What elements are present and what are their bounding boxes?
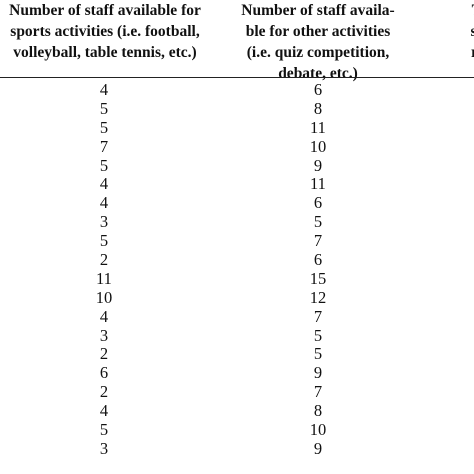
table-cell: 10 bbox=[309, 420, 327, 440]
table-cell: 10 bbox=[95, 287, 113, 307]
table-cell: 6 bbox=[99, 363, 109, 383]
table-cell: 12 bbox=[309, 287, 327, 307]
header-other-staff: Number of staff availa- ble for other ac… bbox=[208, 0, 428, 84]
table-cell: 7 bbox=[313, 382, 323, 402]
table-cell: 5 bbox=[313, 325, 323, 345]
table-cell: 11 bbox=[310, 117, 326, 137]
header-third-column: To sta ric bbox=[420, 0, 474, 63]
header-line: ric bbox=[420, 42, 474, 63]
table-cell: 9 bbox=[313, 155, 323, 175]
table-cell: 7 bbox=[99, 136, 109, 156]
table-cell: 5 bbox=[99, 420, 109, 440]
table-cell: 5 bbox=[99, 155, 109, 175]
column-sports-staff: 4 5 5 7 5 4 4 3 5 2 11 10 4 3 2 6 2 4 5 3 bbox=[60, 80, 148, 459]
table-cell: 9 bbox=[313, 438, 323, 458]
header-line: sports activities (i.e. football, bbox=[10, 23, 200, 40]
table-cell: 5 bbox=[313, 344, 323, 364]
table-cell: 4 bbox=[99, 174, 109, 194]
table-cell: 3 bbox=[99, 212, 109, 232]
table-cell: 2 bbox=[99, 382, 109, 402]
table-cell: 4 bbox=[99, 80, 109, 99]
table-cell: 11 bbox=[310, 174, 326, 194]
table-cell: 10 bbox=[309, 136, 327, 156]
table-cell: 3 bbox=[99, 325, 109, 345]
header-line: Number of staff available for bbox=[9, 2, 201, 19]
table-cell: 3 bbox=[99, 438, 109, 458]
header-line: ble for other activities bbox=[245, 23, 391, 40]
table-cell: 2 bbox=[99, 344, 109, 364]
table-cell: 8 bbox=[313, 401, 323, 421]
header-line: To bbox=[420, 0, 474, 21]
header-sports-staff: Number of staff available for sports act… bbox=[0, 0, 230, 63]
table-cell: 9 bbox=[313, 363, 323, 383]
table-cell: 6 bbox=[313, 193, 323, 213]
table-cell: 4 bbox=[99, 401, 109, 421]
table-cell: 7 bbox=[313, 231, 323, 251]
header-rule bbox=[0, 77, 474, 78]
table-cell: 15 bbox=[309, 268, 327, 288]
table-cell: 6 bbox=[313, 80, 323, 99]
table-cell: 6 bbox=[313, 250, 323, 270]
table-cell: 11 bbox=[96, 268, 112, 288]
table-cell: 5 bbox=[313, 212, 323, 232]
header-line: sta bbox=[470, 23, 474, 40]
table-cell: 7 bbox=[313, 306, 323, 326]
table-cell: 5 bbox=[99, 98, 109, 118]
table-cell: 4 bbox=[99, 306, 109, 326]
header-line: volleyball, table tennis, etc.) bbox=[13, 44, 197, 61]
header-line: (i.e. quiz competition, bbox=[246, 44, 390, 61]
table-cell: 2 bbox=[99, 250, 109, 270]
header-line: Number of staff availa- bbox=[241, 2, 395, 19]
table-cell: 4 bbox=[99, 193, 109, 213]
table-cell: 8 bbox=[313, 98, 323, 118]
table-cell: 5 bbox=[99, 117, 109, 137]
column-other-staff: 6 8 11 10 9 11 6 5 7 6 15 12 7 5 5 9 7 8 10 9 bbox=[274, 80, 362, 459]
table-cell: 5 bbox=[99, 231, 109, 251]
